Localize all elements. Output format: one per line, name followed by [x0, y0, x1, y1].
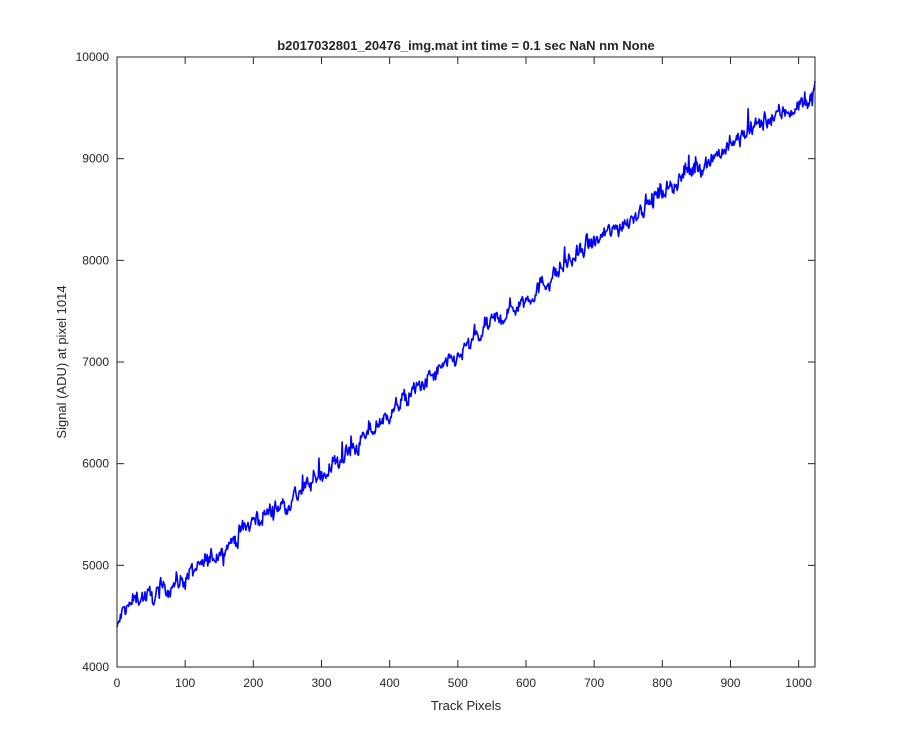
x-tick-label: 300	[311, 676, 331, 690]
y-tick-label: 9000	[82, 152, 109, 166]
y-axis-ticks: 4000 5000 6000 7000 8000 9000 10000	[76, 50, 815, 674]
x-tick-label: 800	[652, 676, 672, 690]
chart-title: b2017032801_20476_img.mat int time = 0.1…	[277, 38, 655, 53]
y-axis-label: Signal (ADU) at pixel 1014	[54, 285, 69, 438]
x-tick-label: 0	[114, 676, 121, 690]
series-line	[116, 80, 816, 628]
y-tick-label: 8000	[82, 253, 109, 267]
y-tick-label: 5000	[82, 558, 109, 572]
y-tick-label: 10000	[76, 50, 110, 64]
y-tick-label: 7000	[82, 355, 109, 369]
x-tick-label: 900	[720, 676, 740, 690]
x-axis-ticks: 0 100 200 300 400 500 600 700 800 900 1000	[114, 57, 812, 690]
x-tick-label: 400	[380, 676, 400, 690]
x-tick-label: 1000	[785, 676, 812, 690]
x-tick-label: 700	[584, 676, 604, 690]
series-layer	[116, 80, 816, 628]
x-tick-label: 600	[516, 676, 536, 690]
y-tick-label: 6000	[82, 457, 109, 471]
x-tick-label: 200	[243, 676, 263, 690]
axes-background	[117, 57, 815, 667]
x-axis-label: Track Pixels	[431, 698, 502, 713]
x-tick-label: 100	[175, 676, 195, 690]
x-tick-label: 500	[448, 676, 468, 690]
y-tick-label: 4000	[82, 660, 109, 674]
